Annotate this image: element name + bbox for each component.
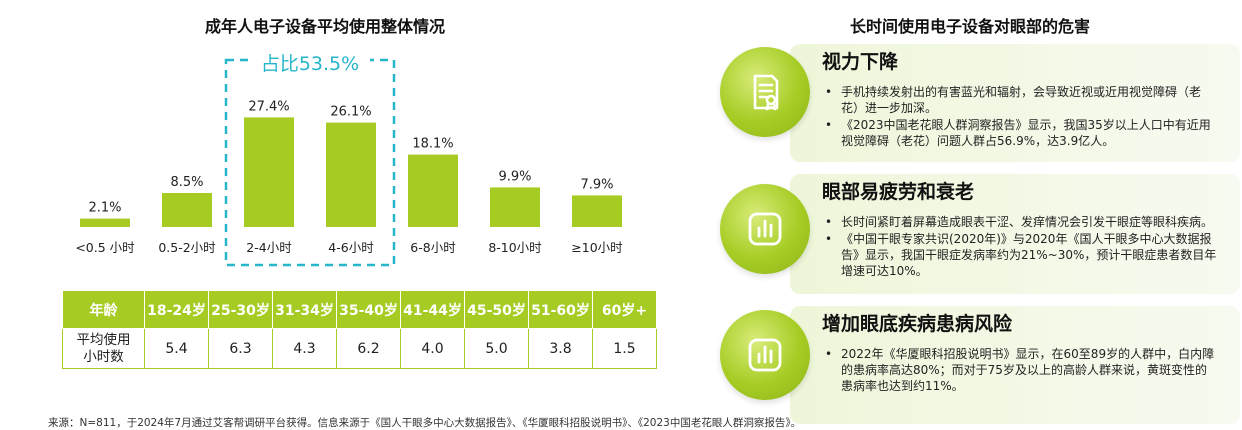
bullet-item: 2022年《华厦眼科招股说明书》显示，在60至89岁的人群中，白内障的患病率高达… bbox=[823, 346, 1218, 394]
bar bbox=[408, 154, 458, 227]
age-cell: 60岁+ bbox=[592, 290, 657, 329]
hazard-card-fatigue: 眼部易疲劳和衰老 长时间紧盯着屏幕造成眼表干涩、发痒情况会引发干眼症等眼科疾病。… bbox=[790, 174, 1240, 294]
value-cell: 5.0 bbox=[464, 328, 529, 369]
value-cell: 4.0 bbox=[400, 328, 465, 369]
age-cell: 35-40岁 bbox=[336, 290, 401, 329]
highlight-label: 占比53.5% bbox=[261, 53, 359, 75]
age-cell: 51-60岁 bbox=[528, 290, 593, 329]
card-title: 增加眼底疾病患病风险 bbox=[822, 313, 1013, 335]
bullet-item: 《中国干眼专家共识(2020年)》与2020年《国人干眼多中心大数据报告》显示，… bbox=[823, 231, 1218, 279]
category-label: 2-4小时 bbox=[246, 240, 292, 255]
value-cell: 6.2 bbox=[336, 328, 401, 369]
age-cell: 45-50岁 bbox=[464, 290, 529, 329]
value-header-cell: 平均使用 小时数 bbox=[62, 328, 145, 369]
table-header-row: 年龄 18-24岁 25-30岁 31-34岁 35-40岁 41-44岁 45… bbox=[62, 290, 657, 329]
bar bbox=[490, 187, 540, 227]
bar bbox=[572, 195, 622, 227]
value-header-line1: 平均使用 bbox=[76, 331, 131, 348]
category-label: 4-6小时 bbox=[328, 240, 374, 255]
card-title: 眼部易疲劳和衰老 bbox=[822, 181, 975, 203]
value-cell: 3.8 bbox=[528, 328, 593, 369]
bullet-item: 手机持续发射出的有害蓝光和辐射，会导致近视或近用视觉障碍（老花）进一步加深。 bbox=[823, 84, 1218, 116]
card-title: 视力下降 bbox=[822, 51, 899, 73]
usage-bar-chart: 占比53.5% 2.1% <0.5 小时 8.5% 0.5-2小时 27.4% 2-4小时 2… bbox=[75, 48, 623, 267]
age-cell: 25-30岁 bbox=[208, 290, 273, 329]
hazard-card-fundus: 增加眼底疾病患病风险 2022年《华厦眼科招股说明书》显示，在60至89岁的人群… bbox=[790, 306, 1240, 424]
age-header-cell: 年龄 bbox=[62, 290, 145, 329]
category-label: ≥10小时 bbox=[571, 240, 623, 255]
bar-value-label: 8.5% bbox=[170, 175, 203, 190]
category-label: 0.5-2小时 bbox=[158, 240, 216, 255]
category-label: 6-8小时 bbox=[410, 240, 456, 255]
card-bullets: 长时间紧盯着屏幕造成眼表干涩、发痒情况会引发干眼症等眼科疾病。 《中国干眼专家共… bbox=[823, 214, 1218, 280]
bar bbox=[244, 117, 294, 227]
bullet-item: 《2023中国老花眼人群洞察报告》显示，我国35岁以上人口中有近用视觉障碍（老花… bbox=[823, 117, 1218, 149]
highlight-label-bg bbox=[250, 48, 370, 74]
bar-value-label: 27.4% bbox=[248, 99, 289, 114]
source-note: 来源：N=811，于2024年7月通过艾客帮调研平台获得。信息来源于《国人干眼多… bbox=[48, 417, 802, 429]
age-cell: 41-44岁 bbox=[400, 290, 465, 329]
value-cell: 6.3 bbox=[208, 328, 273, 369]
bar-value-label: 26.1% bbox=[330, 105, 371, 120]
category-label: 8-10小时 bbox=[488, 240, 542, 255]
hazards-title: 长时间使用电子设备对眼部的危害 bbox=[849, 17, 1090, 36]
hazard-card-vision: 视力下降 手机持续发射出的有害蓝光和辐射，会导致近视或近用视觉障碍（老花）进一步… bbox=[790, 44, 1240, 162]
bar-value-label: 9.9% bbox=[498, 169, 531, 184]
category-label: <0.5 小时 bbox=[75, 240, 135, 255]
bar-chart-icon bbox=[720, 184, 810, 274]
bar-value-label: 7.9% bbox=[580, 177, 613, 192]
value-header-line2: 小时数 bbox=[83, 348, 124, 365]
table-row: 平均使用 小时数 5.4 6.3 4.3 6.2 4.0 5.0 3.8 1.5 bbox=[62, 328, 657, 369]
card-bullets: 手机持续发射出的有害蓝光和辐射，会导致近视或近用视觉障碍（老花）进一步加深。 《… bbox=[823, 84, 1218, 150]
bar bbox=[80, 218, 130, 227]
value-cell: 1.5 bbox=[592, 328, 657, 369]
bar-value-label: 2.1% bbox=[88, 201, 121, 216]
bar-chart-icon bbox=[720, 310, 810, 400]
bar bbox=[162, 193, 212, 227]
age-usage-table: 年龄 18-24岁 25-30岁 31-34岁 35-40岁 41-44岁 45… bbox=[62, 290, 657, 369]
bar bbox=[326, 122, 376, 227]
document-icon bbox=[720, 47, 810, 137]
value-cell: 4.3 bbox=[272, 328, 337, 369]
card-bullets: 2022年《华厦眼科招股说明书》显示，在60至89岁的人群中，白内障的患病率高达… bbox=[823, 346, 1218, 395]
value-cell: 5.4 bbox=[144, 328, 209, 369]
age-cell: 31-34岁 bbox=[272, 290, 337, 329]
chart-title: 成年人电子设备平均使用整体情况 bbox=[204, 17, 445, 36]
bullet-item: 长时间紧盯着屏幕造成眼表干涩、发痒情况会引发干眼症等眼科疾病。 bbox=[823, 214, 1218, 230]
bar-value-label: 18.1% bbox=[412, 137, 453, 152]
age-cell: 18-24岁 bbox=[144, 290, 209, 329]
